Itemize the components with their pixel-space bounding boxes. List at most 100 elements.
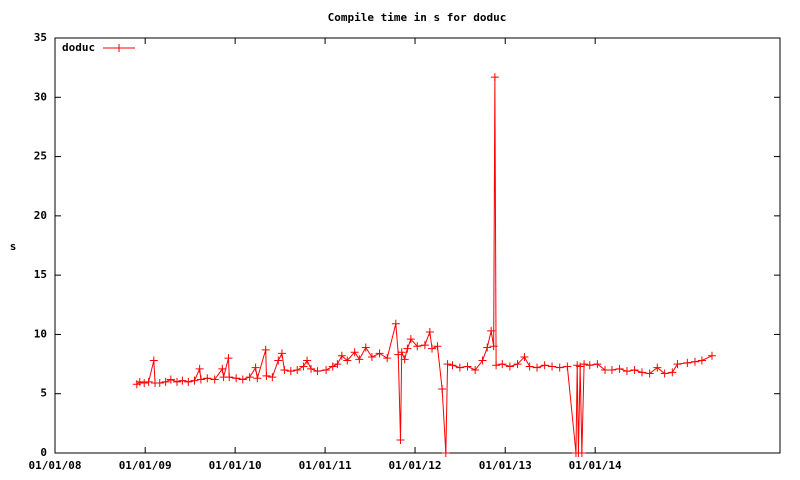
point-marker [645,369,654,378]
y-axis-label: s [10,240,17,253]
point-marker [607,366,616,374]
point-marker [178,376,187,385]
y-tick-label: 25 [34,150,47,163]
point-marker [660,369,669,378]
point-marker [333,360,342,369]
point-marker [268,373,277,382]
point-marker [261,345,270,354]
point-marker [367,352,376,361]
point-marker [533,363,542,372]
point-marker [224,354,233,363]
x-tick-label: 01/01/14 [569,459,622,472]
point-marker [403,344,412,353]
point-marker [155,379,164,388]
point-marker [513,360,522,369]
point-marker [144,377,153,386]
point-marker [563,362,572,371]
point-marker [184,377,193,386]
point-marker [637,368,646,377]
x-tick-label: 01/01/09 [119,459,172,472]
legend-marker [115,44,123,52]
point-marker [443,360,452,369]
point-marker [196,375,205,384]
point-marker [286,367,295,376]
y-tick-label: 20 [34,209,47,222]
point-marker [540,361,549,370]
legend-label: doduc [62,41,95,54]
point-marker [280,366,289,374]
point-marker [350,348,359,357]
point-marker [195,364,204,373]
point-marker [585,361,594,370]
point-marker [505,362,514,371]
point-marker [166,375,175,384]
point-marker [492,361,501,370]
point-marker [262,371,271,380]
point-marker [577,449,586,457]
point-marker [313,367,322,376]
y-tick-label: 15 [34,268,47,281]
point-marker [490,73,499,82]
point-marker [630,366,639,374]
point-marker [375,349,384,358]
point-marker [361,343,370,352]
point-marker [425,328,434,337]
point-marker [397,348,406,357]
point-marker [707,351,716,360]
y-tick-label: 5 [40,387,47,400]
point-marker [478,356,487,365]
chart-title: Compile time in s for doduc [328,11,507,24]
point-marker [438,384,447,393]
point-marker [498,360,507,369]
point-marker [428,344,437,353]
point-marker [433,342,442,351]
point-marker [441,449,450,457]
point-marker [232,374,241,383]
x-tick-label: 01/01/12 [389,459,442,472]
point-marker [601,366,610,374]
point-marker [406,335,415,344]
point-marker [555,363,564,372]
point-marker [463,362,472,371]
point-marker [690,357,699,366]
x-tick-label: 01/01/11 [299,459,352,472]
point-marker [593,360,602,369]
x-tick-label: 01/01/13 [479,459,532,472]
y-tick-label: 0 [40,446,47,459]
point-marker [548,362,557,371]
point-marker [293,366,302,374]
point-marker [580,360,589,369]
point-marker [622,367,631,376]
point-marker [383,354,392,363]
point-marker [251,363,260,372]
point-marker [520,352,529,361]
point-marker [525,362,534,371]
point-marker [135,377,144,386]
point-marker [190,376,199,385]
point-marker [303,356,312,365]
point-marker [448,361,457,370]
point-marker [225,373,234,382]
point-marker [420,341,429,350]
point-marker [238,375,247,384]
point-marker [355,355,364,364]
point-marker [203,374,212,383]
point-marker [274,356,283,365]
point-marker [396,435,405,444]
point-marker [161,377,170,386]
y-tick-label: 10 [34,327,47,340]
point-marker [210,375,219,384]
plot-frame [54,37,781,454]
point-marker [489,342,498,351]
point-marker [277,349,286,358]
point-marker [455,363,464,372]
point-marker [218,364,227,373]
point-marker [487,326,496,335]
point-marker [172,377,181,386]
point-marker [328,362,337,371]
point-marker [391,319,400,328]
point-marker [343,356,352,365]
point-marker [483,343,492,352]
